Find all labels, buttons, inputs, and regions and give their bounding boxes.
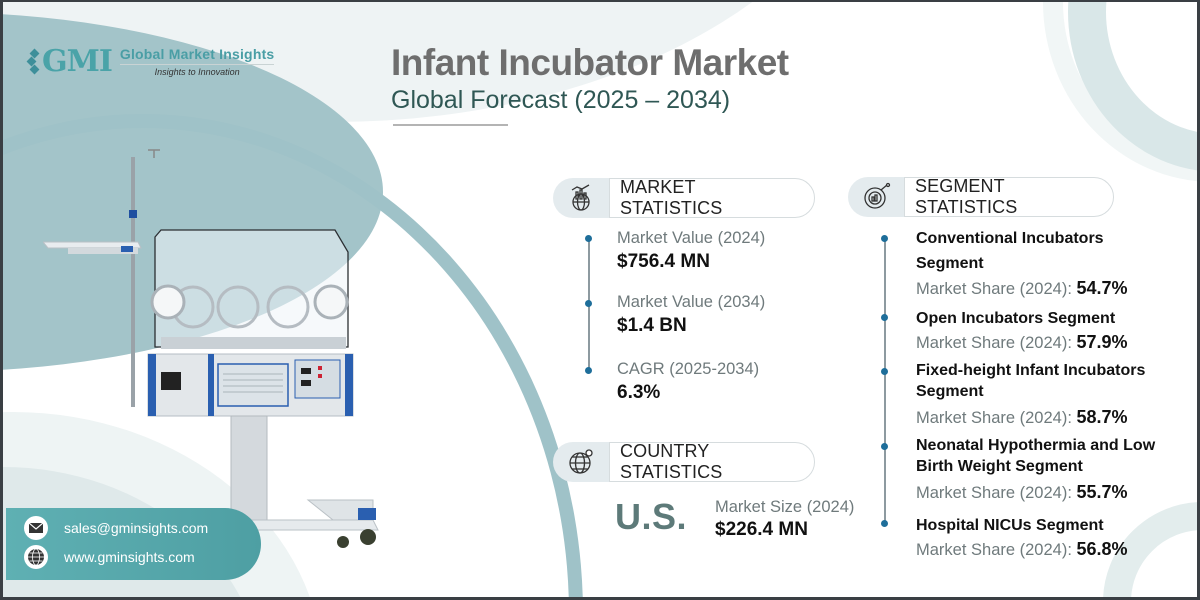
- gmi-logo: GMI Global Market Insights Insights to I…: [26, 44, 275, 79]
- country-market-size-label: Market Size (2024): [715, 498, 855, 516]
- market-value-2024-label: Market Value (2024): [617, 229, 766, 247]
- cagr-value: 6.3%: [617, 382, 661, 403]
- timeline-dot: [881, 235, 888, 242]
- timeline-dot: [881, 520, 888, 527]
- email-link[interactable]: sales@gminsights.com: [64, 520, 209, 536]
- segment-hospital-nicus-title: Hospital NICUs Segment: [916, 517, 1104, 534]
- globe-pin-icon: [553, 442, 609, 482]
- timeline-dot: [585, 300, 592, 307]
- country-statistics-header: COUNTRY STATISTICS: [553, 441, 815, 482]
- segment-open-share: Market Share (2024): 57.9%: [916, 332, 1128, 352]
- timeline-dot: [881, 443, 888, 450]
- country-market-size: $226.4 MN: [715, 519, 808, 540]
- market-value-2034-label: Market Value (2034): [617, 293, 766, 311]
- segment-timeline: [884, 238, 886, 524]
- segment-fixed-height-title: Fixed-height Infant Incubators Segment: [916, 362, 1146, 400]
- timeline-dot: [881, 368, 888, 375]
- market-value-2024: $756.4 MN: [617, 251, 710, 272]
- contact-email[interactable]: sales@gminsights.com: [24, 516, 208, 540]
- brand-tagline: Insights to Innovation: [119, 64, 275, 77]
- bg-ring-top-right: [1068, 2, 1197, 172]
- contact-website[interactable]: www.gminsights.com: [24, 545, 195, 569]
- contact-bar: sales@gminsights.com www.gminsights.com: [6, 508, 261, 580]
- country-code: U.S.: [615, 496, 688, 537]
- title-divider: [393, 124, 508, 126]
- segment-fixed-height-share: Market Share (2024): 58.7%: [916, 407, 1128, 427]
- infant-incubator-image: [43, 149, 379, 548]
- country-statistics-title: COUNTRY STATISTICS: [609, 441, 815, 482]
- segment-neonatal-share: Market Share (2024): 55.7%: [916, 482, 1128, 502]
- segment-neonatal-title: Neonatal Hypothermia and Low Birth Weigh…: [916, 437, 1156, 475]
- segment-conventional-share: Market Share (2024): 54.7%: [916, 278, 1128, 298]
- page-title: Infant Incubator Market: [391, 42, 789, 83]
- segment-statistics-header: SEGMENT STATISTICS: [848, 176, 1114, 217]
- segment-statistics-title: SEGMENT STATISTICS: [904, 176, 1114, 217]
- web-globe-icon: [24, 545, 48, 569]
- cagr-label: CAGR (2025-2034): [617, 360, 760, 378]
- market-value-2034: $1.4 BN: [617, 315, 687, 336]
- segment-hospital-nicus-share: Market Share (2024): 56.8%: [916, 539, 1128, 559]
- segment-open-title: Open Incubators Segment: [916, 310, 1116, 327]
- pie-chart-icon: [848, 177, 904, 217]
- timeline-dot: [585, 235, 592, 242]
- timeline-dot: [585, 367, 592, 374]
- brand-name: Global Market Insights: [119, 46, 275, 62]
- timeline-dot: [881, 314, 888, 321]
- segment-conventional-title: Conventional Incubators Segment: [916, 230, 1104, 272]
- market-statistics-header: MARKET STATISTICS: [553, 177, 815, 218]
- email-icon: [24, 516, 48, 540]
- page-subtitle: Global Forecast (2025 – 2034): [391, 86, 731, 114]
- globe-chart-icon: [553, 178, 609, 218]
- website-link[interactable]: www.gminsights.com: [64, 549, 195, 565]
- logo-diamond-icon: [26, 48, 40, 74]
- market-statistics-title: MARKET STATISTICS: [609, 177, 815, 218]
- logo-mark: GMI: [42, 44, 113, 79]
- bg-ring-top-right-outer: [1043, 2, 1197, 182]
